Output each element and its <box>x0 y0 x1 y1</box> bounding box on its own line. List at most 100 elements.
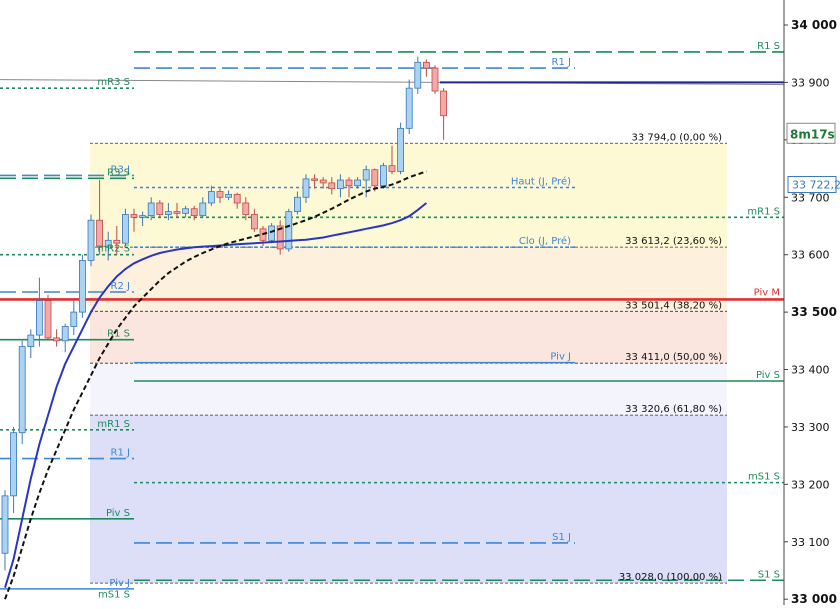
pivot-label: mR1 S <box>97 419 130 430</box>
fib-level-label: 33 320,6 (61,80 %) <box>625 404 722 415</box>
candle-body <box>414 61 422 89</box>
candle-body <box>311 178 319 181</box>
candle-body <box>182 208 190 214</box>
pivot-label: mR1 S <box>747 206 780 217</box>
candle-body <box>113 239 121 244</box>
candle-body <box>207 191 215 204</box>
candle-body <box>61 326 69 342</box>
candle-body <box>225 193 233 198</box>
level-labels: 33 794,0 (0,00 %) 33 613,2 (23,60 %) 33 50… <box>97 41 780 600</box>
candle-body <box>130 214 138 218</box>
pivot-label: mS1 S <box>748 472 780 483</box>
pivot-label: R1 J <box>552 57 571 68</box>
pivot-label: Clo (J, Pré) <box>519 235 571 247</box>
axis-tick-label: 33 400 <box>791 364 830 377</box>
pivot-label: R1 S <box>107 329 130 340</box>
price-badge-label: 33 722,2 <box>792 179 840 192</box>
candle-body <box>250 214 258 230</box>
axis-tick-label: 33 300 <box>791 421 830 434</box>
main-pivot-label: Piv M <box>754 287 780 298</box>
timer-badge-label: 8m17s <box>790 127 835 141</box>
pivot-label: mR3 S <box>97 77 130 88</box>
candle-body <box>1 495 9 554</box>
candle-body <box>362 169 370 181</box>
axis-tick-label: 33 900 <box>791 76 830 89</box>
axis-tick-label: 33 200 <box>791 478 830 491</box>
candle-body <box>53 337 60 342</box>
candle-body <box>104 239 112 247</box>
candle-body <box>27 334 35 347</box>
grey-trend-line <box>0 79 785 86</box>
fib-level-label: 33 794,0 (0,00 %) <box>632 132 723 143</box>
candle-body <box>328 182 336 190</box>
fib-level-label: 33 028,0 (100,00 %) <box>619 572 722 583</box>
axis-tick-label: 33 000 <box>791 592 837 605</box>
candle-body <box>36 300 43 336</box>
candle-body <box>87 219 95 261</box>
fib-zone-2 <box>90 311 727 364</box>
candle-body <box>10 432 18 497</box>
fib-zone-0 <box>90 143 727 248</box>
moving-averages <box>4 170 428 600</box>
candle-body <box>405 87 413 129</box>
fib-zone-4 <box>90 415 727 584</box>
pivot-label: S1 J <box>552 532 571 543</box>
candle-body <box>242 202 250 215</box>
pivot-label: Piv S <box>756 370 780 381</box>
candle-body <box>293 196 301 213</box>
candle-body <box>388 165 396 172</box>
candle-body <box>319 179 327 184</box>
candle-body <box>285 211 293 250</box>
fib-level-label: 33 411,0 (50,00 %) <box>625 352 722 363</box>
candle-body <box>397 127 405 172</box>
candle-body <box>233 193 241 204</box>
candle-body <box>199 202 207 217</box>
axis-tick-label: 33 100 <box>791 536 830 549</box>
candle-body <box>431 67 439 92</box>
pivot-label: Piv J <box>109 578 130 589</box>
fib-zone-3 <box>90 363 727 416</box>
candle-body <box>422 61 430 69</box>
axis-tick-label: 33 700 <box>791 191 830 204</box>
candle-body <box>122 214 129 244</box>
candle-body <box>302 178 310 198</box>
pivot-label: mS1 S <box>98 589 130 600</box>
candle-body <box>440 90 448 117</box>
axis-tick-label: 33 500 <box>791 305 837 319</box>
fibonacci-zones <box>90 143 727 584</box>
pivot-label: mR2 S <box>97 244 130 255</box>
timer-badge <box>786 122 836 144</box>
pivot-label: R3 J <box>111 164 130 175</box>
pivot-label: S1 S <box>758 569 780 580</box>
candle-body <box>79 260 86 313</box>
candle-body <box>156 202 164 215</box>
candle-body <box>371 169 379 187</box>
candle-body <box>379 165 387 187</box>
pivot-label: R1 J <box>111 448 130 459</box>
candle-body <box>276 225 284 250</box>
pivot-label: R2 J <box>111 281 130 292</box>
candle-body <box>70 311 78 327</box>
fib-level-label: 33 501,4 (38,20 %) <box>625 300 722 311</box>
candle-body <box>268 225 276 241</box>
candle-body <box>139 215 147 218</box>
candle-body <box>354 179 362 187</box>
candle-body <box>216 191 224 198</box>
pivot-lines <box>0 51 785 590</box>
candle-body <box>96 219 103 247</box>
fib-level-label: 33 613,2 (23,60 %) <box>625 236 722 247</box>
pivot-label: R3 S <box>107 167 130 178</box>
price-badge <box>787 176 837 194</box>
candle-body <box>164 211 172 215</box>
moving-average-blue <box>4 202 428 588</box>
axis-tick-label: 33 600 <box>791 249 830 262</box>
candle-body <box>18 346 26 434</box>
candle-body <box>336 179 344 190</box>
pivot-label: Piv J <box>550 352 571 363</box>
candle-body <box>190 208 198 217</box>
candle-body <box>147 202 155 217</box>
pivot-label: Piv S <box>106 508 130 519</box>
